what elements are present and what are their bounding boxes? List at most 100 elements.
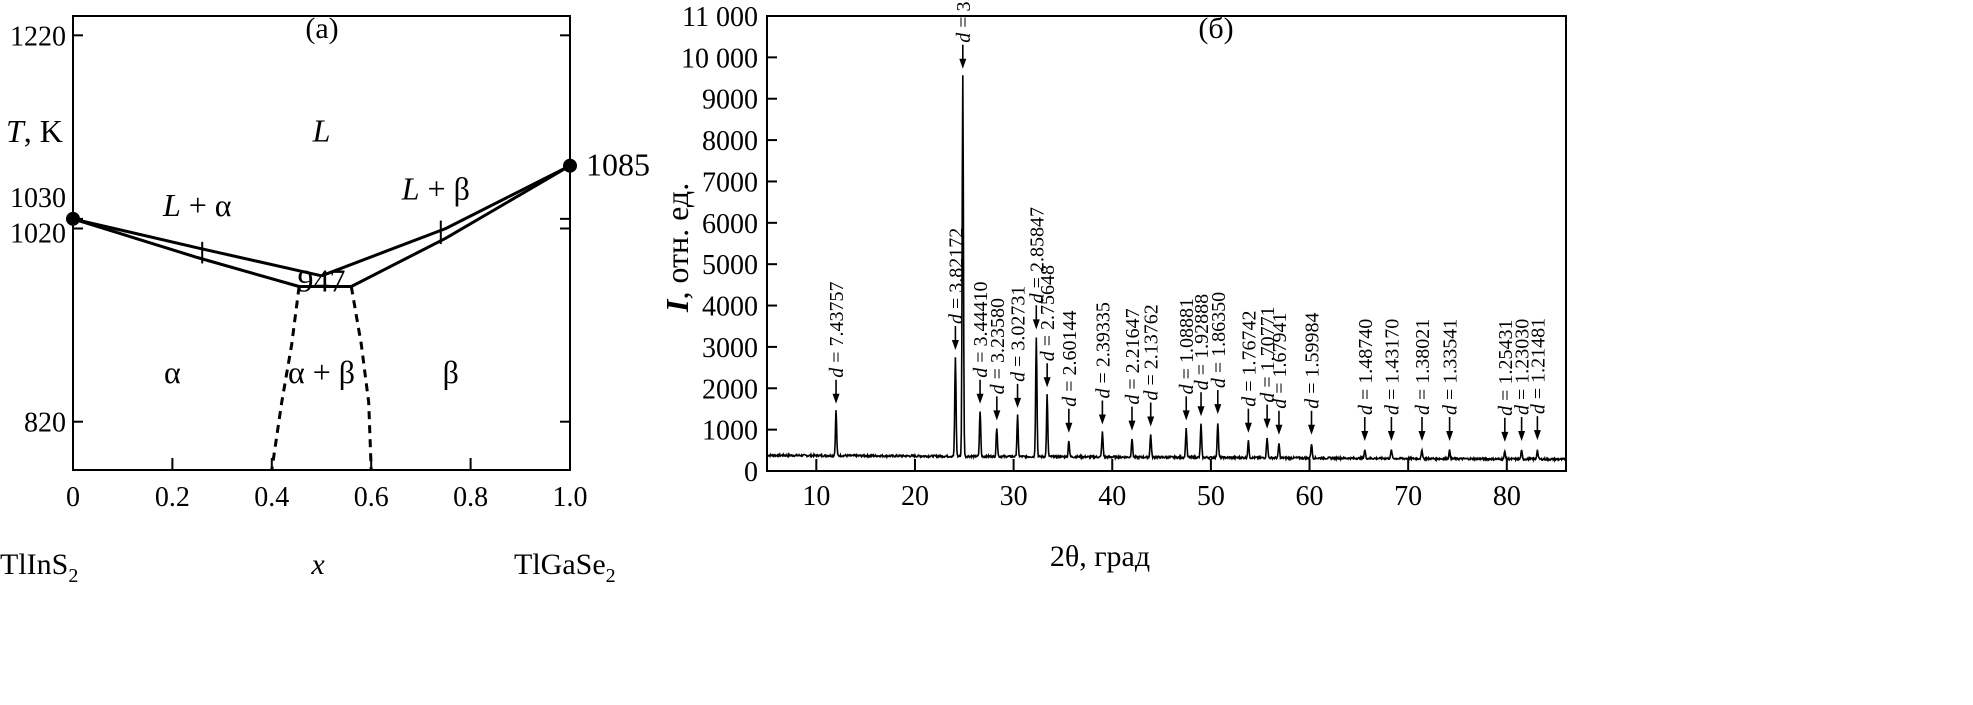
peak-label: d = 1.33541 — [1440, 319, 1462, 442]
x-tick-label: 40 — [1098, 481, 1126, 512]
region-label: L + β — [401, 171, 470, 207]
svg-text:d = 1.70771: d = 1.70771 — [1257, 306, 1279, 402]
svg-text:d = 1.38021: d = 1.38021 — [1412, 319, 1434, 415]
peak-label: d = 1.25431 — [1495, 320, 1517, 442]
peak-label: d = 3.82172 — [945, 228, 967, 351]
peak-label: d = 3.72750 — [953, 0, 975, 69]
x-tick-label: 70 — [1394, 481, 1422, 512]
peak-label: d = 2.39335 — [1092, 302, 1114, 425]
svg-text:d = 1.67941: d = 1.67941 — [1269, 313, 1291, 409]
svg-text:d = 1.76742: d = 1.76742 — [1238, 310, 1260, 406]
svg-text:d = 3.44410: d = 3.44410 — [970, 282, 992, 378]
svg-text:d = 3.23580: d = 3.23580 — [987, 298, 1009, 394]
svg-text:d = 3.72750: d = 3.72750 — [953, 0, 975, 43]
peak-label: d = 3.02731 — [1008, 286, 1030, 408]
panel-b-x-axis-label: 2θ, град — [1050, 540, 1150, 573]
peak-label: d = 2.13762 — [1141, 304, 1163, 427]
peak-label: d = 2.75648 — [1037, 265, 1059, 388]
peak-label: d = 3.44410 — [970, 282, 992, 404]
phase-diagram-panel: (a) 0 0.2 0.4 0.6 0.8 1.0 820 1020 1030 1220 108… — [0, 12, 650, 587]
region-label: 947 — [298, 262, 346, 298]
panel-a-phase-boundaries — [66, 158, 577, 471]
svg-text:d = 1.48740: d = 1.48740 — [1355, 319, 1377, 415]
y-tick-label: 6000 — [702, 209, 758, 240]
svg-text:d = 1.33541: d = 1.33541 — [1440, 319, 1462, 415]
peak-label: d = 1.76742 — [1238, 310, 1260, 433]
y-tick-label: 10 000 — [681, 43, 758, 74]
y-tick-label: 2000 — [702, 374, 758, 405]
x-tick-label: 60 — [1296, 481, 1324, 512]
peak-label: d = 1.48740 — [1355, 319, 1377, 442]
region-label: L + α — [162, 187, 232, 223]
peak-label: d = 1.67941 — [1269, 313, 1291, 435]
phase-boundary-line — [72, 217, 322, 278]
svg-text:d = 7.43757: d = 7.43757 — [826, 282, 848, 378]
y-tick-label: 11 000 — [682, 2, 758, 33]
y-tick-label: 7000 — [702, 167, 758, 198]
y-tick-label: 8000 — [702, 126, 758, 157]
panel-a-annotations: 1085 947 L L + α L + β α α + β β — [162, 113, 650, 390]
y-tick-label: 1030 — [10, 183, 66, 214]
panel-b-peak-labels: d = 7.43757 d = 3.82172 d = 3.72750 d = 3.4… — [826, 0, 1549, 442]
region-label: L — [312, 113, 331, 149]
y-tick-label: 5000 — [702, 250, 758, 281]
x-tick-label: 0.4 — [254, 482, 289, 513]
peak-label: d = 1.21481 — [1527, 318, 1549, 441]
peak-label: d = 2.85847 — [1026, 207, 1048, 330]
region-label: α + β — [288, 354, 355, 390]
panel-b-y-axis-label: I, отн. ед. — [659, 183, 695, 313]
peak-label: d = 3.23580 — [987, 298, 1009, 421]
y-tick-label: 1220 — [10, 21, 66, 52]
x-tick-label: 0 — [66, 482, 80, 513]
panel-a-x-ticks: 0 0.2 0.4 0.6 0.8 1.0 — [66, 458, 588, 513]
svg-text:d = 3.82172: d = 3.82172 — [945, 228, 967, 324]
xrd-pattern-panel: (б) 0 1000 2000 3000 4000 5000 6000 7000 8000 900… — [659, 0, 1567, 573]
svg-text:d = 1.59984: d = 1.59984 — [1302, 313, 1324, 409]
svg-text:d = 2.85847: d = 2.85847 — [1026, 207, 1048, 303]
phase-boundary-line — [320, 164, 571, 278]
x-end-label-left: TlInS2 — [0, 548, 78, 587]
svg-text:d = 1.21481: d = 1.21481 — [1527, 318, 1549, 414]
svg-text:d = 1.23030: d = 1.23030 — [1512, 319, 1534, 415]
peak-label: d = 1.59984 — [1302, 313, 1324, 435]
region-label: α — [164, 354, 181, 390]
svg-text:d = 2.60144: d = 2.60144 — [1059, 310, 1081, 406]
x-tick-label: 20 — [901, 481, 929, 512]
svg-text:d = 1.92888: d = 1.92888 — [1191, 294, 1213, 390]
svg-text:d = 1.43170: d = 1.43170 — [1381, 319, 1403, 415]
x-tick-label: 0.8 — [453, 482, 488, 513]
y-tick-label: 4000 — [702, 292, 758, 323]
panel-b-y-ticks: 0 1000 2000 3000 4000 5000 6000 7000 8000 9000 10 … — [681, 2, 777, 488]
peak-label: d = 2.60144 — [1059, 310, 1081, 433]
x-tick-label: 80 — [1493, 481, 1521, 512]
phase-boundary-line — [350, 164, 571, 288]
panel-a-title: (a) — [305, 12, 338, 45]
peak-label: d = 1.08881 — [1176, 298, 1198, 421]
svg-text:d = 2.75648: d = 2.75648 — [1037, 265, 1059, 361]
panel-a-y-axis-label: T, K — [6, 113, 63, 149]
peak-label: d = 1.38021 — [1412, 319, 1434, 442]
phase-boundary-line — [72, 217, 300, 288]
svg-text:d = 2.13762: d = 2.13762 — [1141, 304, 1163, 400]
peak-label: d = 1.86350 — [1208, 292, 1230, 415]
x-tick-label: 50 — [1197, 481, 1225, 512]
peak-label: d = 1.23030 — [1512, 319, 1534, 442]
peak-label: d = 7.43757 — [826, 282, 848, 404]
region-label: β — [443, 354, 459, 390]
phase-boundary-line — [270, 286, 301, 471]
region-label: 1085 — [586, 147, 650, 183]
svg-text:d = 3.02731: d = 3.02731 — [1008, 286, 1030, 382]
svg-text:d = 1.86350: d = 1.86350 — [1208, 292, 1230, 388]
svg-text:d = 2.21647: d = 2.21647 — [1122, 308, 1144, 404]
x-tick-label: 10 — [802, 481, 830, 512]
panel-b-frame — [766, 15, 1567, 472]
melting-point-marker — [66, 211, 80, 226]
y-tick-label: 9000 — [702, 85, 758, 116]
phase-boundary-line — [349, 286, 373, 471]
x-end-label-right: TlGaSe2 — [514, 548, 616, 587]
peak-label: d = 2.21647 — [1122, 308, 1144, 431]
y-tick-label: 3000 — [702, 333, 758, 364]
svg-text:d = 2.39335: d = 2.39335 — [1092, 302, 1114, 398]
x-tick-label: 1.0 — [553, 482, 588, 513]
